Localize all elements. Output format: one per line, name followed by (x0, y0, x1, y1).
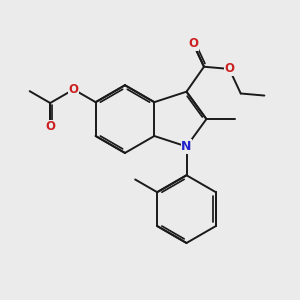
Text: O: O (45, 120, 55, 133)
Text: O: O (188, 37, 198, 50)
Text: O: O (224, 62, 234, 75)
Text: O: O (69, 83, 79, 96)
Text: N: N (181, 140, 192, 153)
